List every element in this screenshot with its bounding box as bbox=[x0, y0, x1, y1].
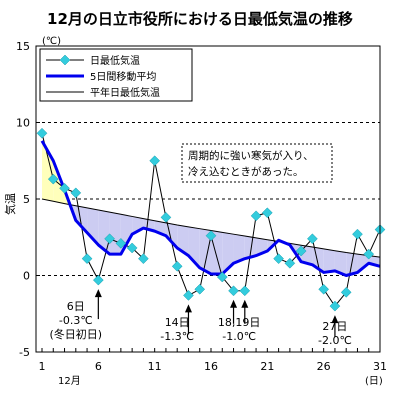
data-point bbox=[261, 207, 273, 219]
data-point bbox=[183, 290, 194, 301]
x-tick-label: 6 bbox=[95, 360, 102, 373]
data-point bbox=[104, 233, 115, 245]
x-tick-label: 16 bbox=[204, 360, 218, 373]
data-point bbox=[318, 283, 330, 295]
legend-label-normal: 平年日最低気温 bbox=[90, 86, 160, 99]
fill-layer bbox=[42, 140, 380, 276]
data-point bbox=[171, 260, 183, 272]
x-tick-label: 31 bbox=[373, 360, 387, 373]
fill-below-normal bbox=[75, 205, 88, 233]
y-tick-label: -5 bbox=[19, 346, 30, 359]
data-point bbox=[228, 285, 239, 297]
fill-below-normal bbox=[233, 234, 245, 264]
data-point bbox=[352, 228, 363, 240]
month-label: 12月 bbox=[58, 375, 81, 387]
callout-arrow-head bbox=[230, 299, 238, 308]
callout-text: (冬日初日) bbox=[50, 327, 103, 341]
callout-arrow-head bbox=[331, 315, 339, 324]
fill-below-normal bbox=[98, 210, 110, 255]
data-point bbox=[47, 173, 59, 185]
data-point bbox=[340, 286, 352, 298]
data-point bbox=[239, 285, 251, 297]
callout-text: -0.3℃ bbox=[59, 314, 93, 327]
data-point bbox=[59, 182, 70, 194]
data-point bbox=[36, 127, 48, 139]
y-tick-label: 5 bbox=[23, 193, 30, 206]
legend-swatch-marker bbox=[59, 54, 71, 66]
data-point bbox=[81, 253, 93, 265]
x-tick-label: 21 bbox=[260, 360, 274, 373]
callout-text: 6日 bbox=[67, 300, 85, 313]
y-tick-label: 10 bbox=[16, 117, 30, 130]
data-point bbox=[92, 274, 104, 286]
fill-below-normal bbox=[323, 248, 335, 273]
fill-below-normal bbox=[222, 232, 234, 274]
x-tick-label: 26 bbox=[317, 360, 331, 373]
callout-text: 14日 bbox=[165, 316, 190, 329]
annotation-text: 冷え込むときがあった。 bbox=[188, 165, 304, 178]
x-tick-label: 11 bbox=[148, 360, 162, 373]
fill-below-normal bbox=[244, 236, 257, 259]
fill-below-normal bbox=[199, 228, 211, 274]
y-axis-label: 気温 bbox=[3, 193, 17, 215]
y-unit-label: (℃) bbox=[42, 36, 61, 47]
data-point bbox=[250, 210, 262, 222]
data-point bbox=[149, 155, 161, 167]
callout-text: -1.3℃ bbox=[160, 330, 194, 343]
fill-below-normal bbox=[177, 225, 189, 256]
y-tick-label: 15 bbox=[16, 40, 30, 53]
annotation-text: 周期的に強い寒気が入り、 bbox=[188, 149, 314, 162]
legend-label-daily-min: 日最低気温 bbox=[90, 54, 140, 67]
data-point bbox=[126, 242, 138, 254]
callout-arrow-head bbox=[184, 304, 192, 313]
data-point bbox=[329, 300, 341, 312]
data-point bbox=[205, 230, 217, 242]
data-point bbox=[115, 238, 127, 249]
callout-text: -2.0℃ bbox=[318, 334, 352, 347]
x-unit-label: (日) bbox=[365, 376, 383, 387]
data-point bbox=[160, 212, 172, 223]
data-point bbox=[284, 257, 296, 269]
fill-below-normal bbox=[132, 216, 144, 235]
callout-arrow-head bbox=[94, 289, 102, 298]
chart-title: 12月の日立市役所における日最低気温の推移 bbox=[47, 10, 353, 28]
callout-text: -1.0℃ bbox=[222, 330, 256, 343]
callout-text: 18,19日 bbox=[218, 316, 261, 329]
data-point bbox=[307, 233, 318, 245]
data-point bbox=[194, 283, 206, 295]
annotation-layer: 周期的に強い寒気が入り、冷え込むときがあった。6日-0.3℃(冬日初日)14日-… bbox=[50, 143, 352, 347]
legend-label-moving-average: 5日間移動平均 bbox=[90, 70, 156, 83]
callout-arrow-head bbox=[241, 299, 249, 308]
marker-layer bbox=[36, 127, 386, 312]
data-point bbox=[363, 248, 375, 260]
data-point bbox=[138, 253, 149, 265]
fill-below-normal bbox=[109, 212, 121, 255]
data-point bbox=[273, 253, 284, 265]
data-point bbox=[70, 187, 82, 199]
fill-below-normal bbox=[334, 250, 347, 276]
fill-below-normal bbox=[211, 230, 223, 274]
data-point bbox=[295, 245, 307, 257]
x-tick-label: 1 bbox=[39, 360, 46, 373]
callout-text: 27日 bbox=[322, 320, 347, 333]
fill-below-normal bbox=[357, 254, 369, 273]
data-point bbox=[216, 271, 228, 283]
series-line-moving-average bbox=[40, 140, 381, 277]
annotation-box bbox=[181, 143, 333, 183]
y-tick-label: 0 bbox=[23, 270, 30, 283]
